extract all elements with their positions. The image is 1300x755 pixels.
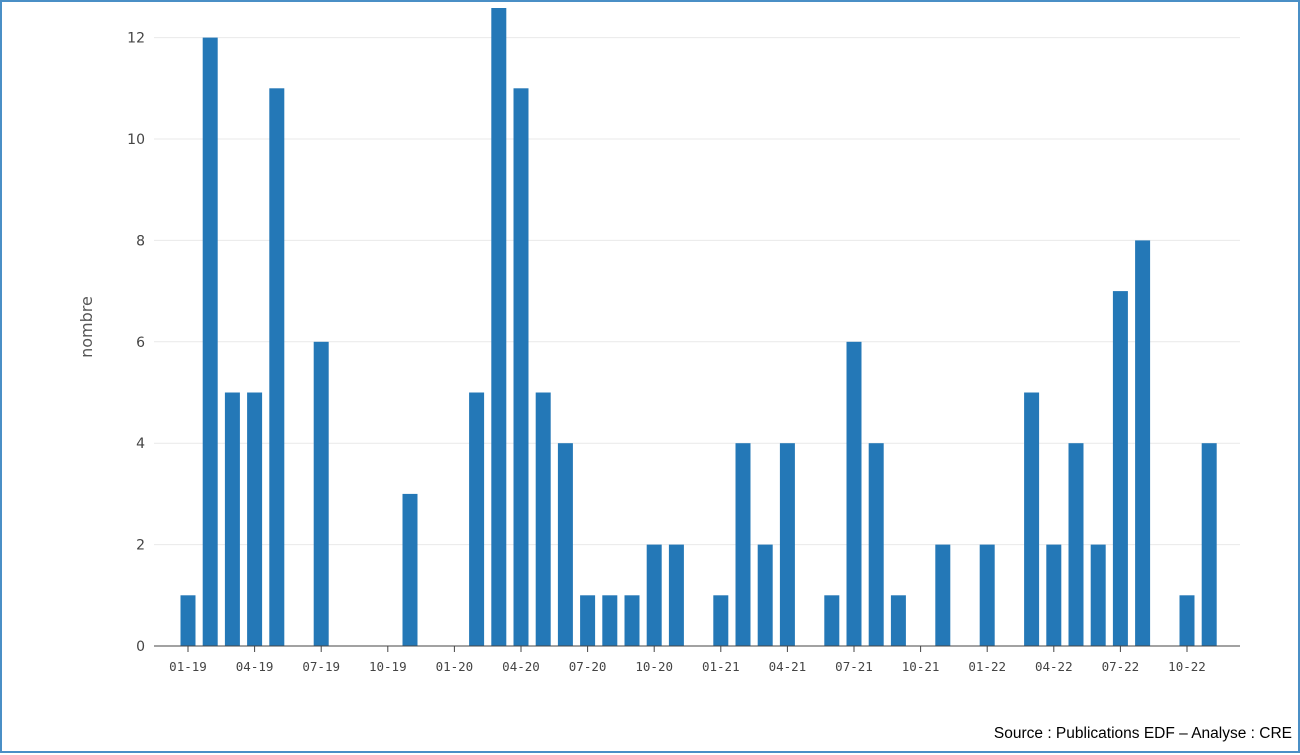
bar-07-19 bbox=[313, 341, 329, 646]
x-tick-label: 10-19 bbox=[369, 659, 407, 674]
x-tick-label: 07-21 bbox=[835, 659, 873, 674]
bar-07-20 bbox=[580, 595, 596, 646]
bar-02-19 bbox=[202, 37, 218, 646]
y-tick-label: 4 bbox=[136, 436, 145, 452]
bar-09-21 bbox=[890, 595, 906, 646]
x-tick-label: 10-20 bbox=[635, 659, 673, 674]
bar-11-20 bbox=[668, 544, 684, 646]
bar-11-22 bbox=[1201, 443, 1217, 646]
y-tick-label: 12 bbox=[127, 31, 145, 47]
bar-04-21 bbox=[779, 443, 795, 646]
bar-05-22 bbox=[1068, 443, 1084, 646]
y-tick-label: 6 bbox=[136, 335, 145, 351]
bar-08-22 bbox=[1135, 240, 1151, 646]
x-tick-label: 07-22 bbox=[1102, 659, 1140, 674]
bar-03-21 bbox=[757, 544, 773, 646]
bar-06-20 bbox=[557, 443, 573, 646]
bar-05-19 bbox=[269, 88, 285, 646]
bar-04-22 bbox=[1046, 544, 1062, 646]
x-tick-label: 04-19 bbox=[236, 659, 274, 674]
bar-06-22 bbox=[1090, 544, 1106, 646]
bar-11-21 bbox=[935, 544, 951, 646]
y-tick-label: 0 bbox=[136, 639, 145, 655]
y-axis-title: nombre bbox=[77, 296, 96, 358]
x-tick-label: 10-21 bbox=[902, 659, 940, 674]
x-tick-label: 01-22 bbox=[968, 659, 1006, 674]
bar-02-20 bbox=[469, 392, 485, 646]
bar-07-21 bbox=[846, 341, 862, 646]
x-tick-label: 04-21 bbox=[769, 659, 807, 674]
y-tick-label: 8 bbox=[136, 233, 145, 249]
bar-06-21 bbox=[824, 595, 840, 646]
bar-03-20 bbox=[491, 8, 507, 646]
bar-05-20 bbox=[535, 392, 551, 646]
bar-08-20 bbox=[602, 595, 618, 646]
bar-07-22 bbox=[1112, 291, 1128, 646]
x-tick-label: 04-22 bbox=[1035, 659, 1073, 674]
bar-09-20 bbox=[624, 595, 640, 646]
bar-10-20 bbox=[646, 544, 662, 646]
x-tick-label: 01-20 bbox=[436, 659, 474, 674]
bar-08-21 bbox=[868, 443, 884, 646]
y-tick-label: 2 bbox=[136, 538, 145, 554]
bar-04-19 bbox=[247, 392, 263, 646]
x-tick-label: 07-19 bbox=[302, 659, 340, 674]
bar-03-19 bbox=[224, 392, 240, 646]
bar-11-19 bbox=[402, 493, 418, 646]
bar-01-22 bbox=[979, 544, 995, 646]
x-tick-label: 01-19 bbox=[169, 659, 207, 674]
bar-01-21 bbox=[713, 595, 729, 646]
bar-10-22 bbox=[1179, 595, 1195, 646]
bar-04-20 bbox=[513, 88, 529, 646]
bar-03-22 bbox=[1024, 392, 1040, 646]
bar-01-19 bbox=[180, 595, 196, 646]
x-tick-label: 10-22 bbox=[1168, 659, 1206, 674]
x-tick-label: 07-20 bbox=[569, 659, 607, 674]
x-tick-label: 04-20 bbox=[502, 659, 540, 674]
bar-02-21 bbox=[735, 443, 751, 646]
y-tick-label: 10 bbox=[127, 132, 145, 148]
source-note: Source : Publications EDF – Analyse : CR… bbox=[993, 725, 1292, 742]
x-tick-label: 01-21 bbox=[702, 659, 740, 674]
